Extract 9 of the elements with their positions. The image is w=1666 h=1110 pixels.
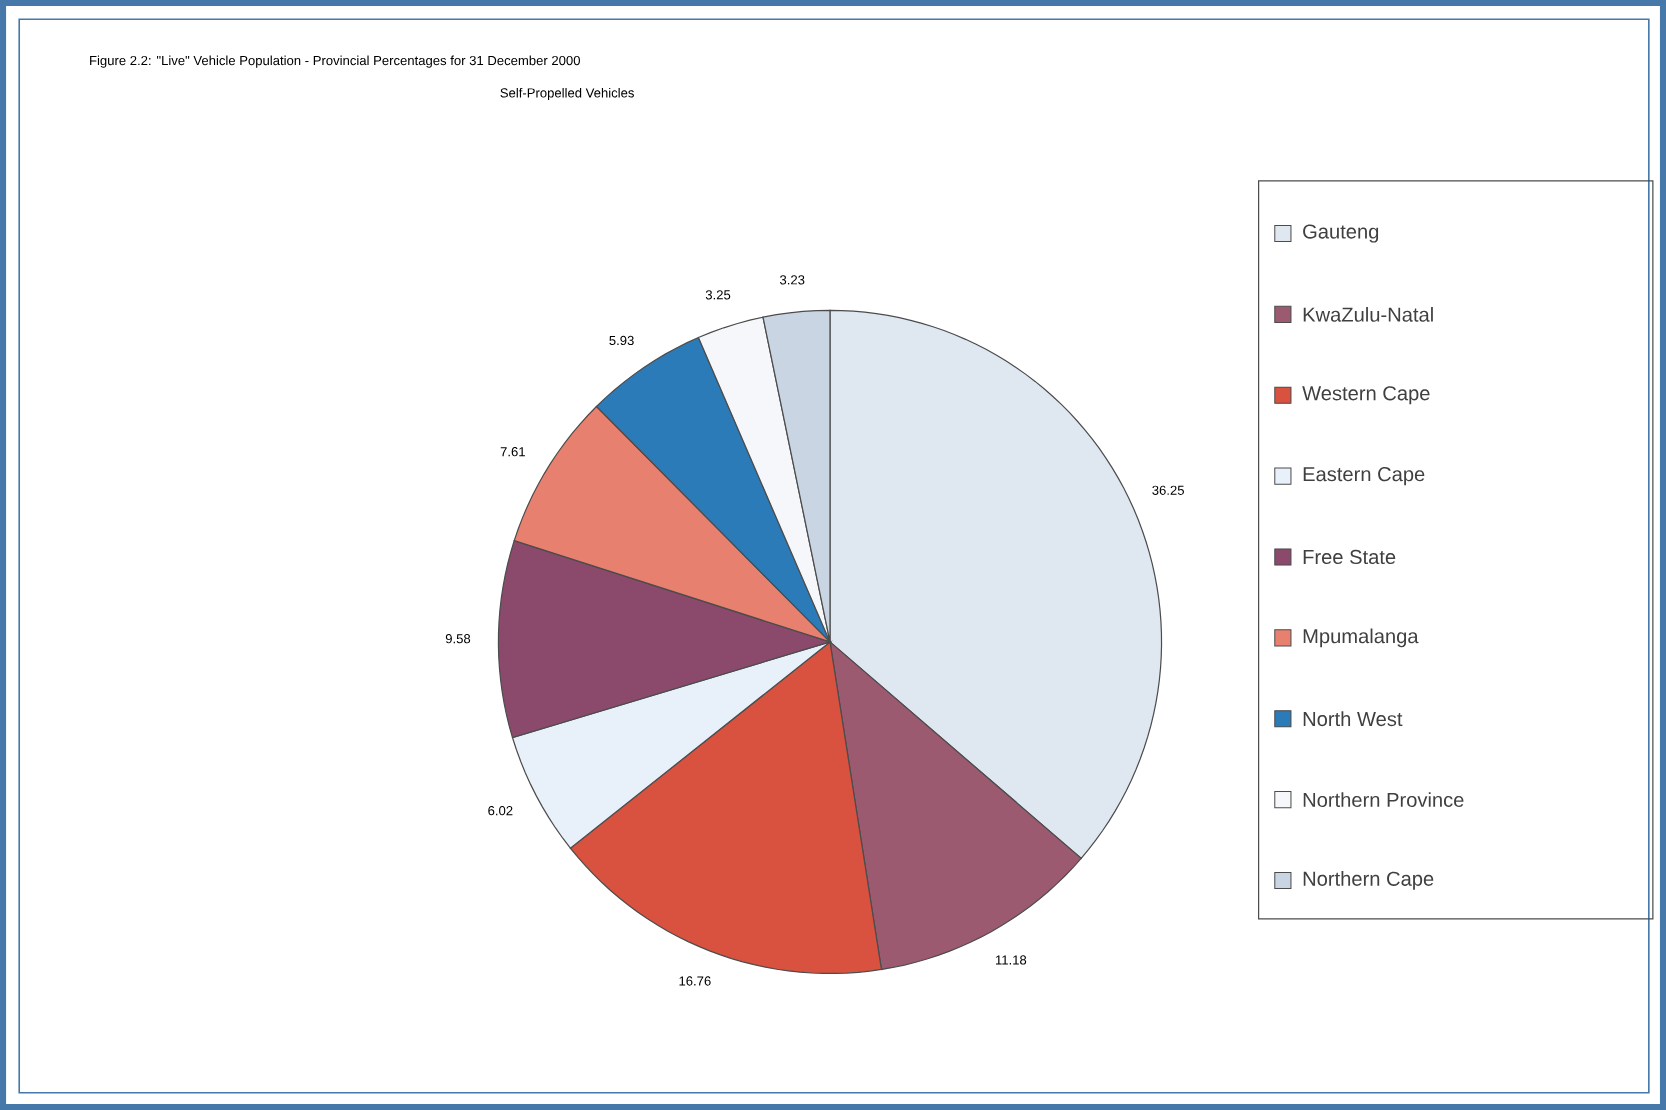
legend-label: North West	[1303, 711, 1403, 727]
legend-label: Free State	[1303, 549, 1396, 565]
legend-label: Mpumalanga	[1303, 628, 1419, 648]
legend-label: Western Cape	[1302, 386, 1430, 405]
legend-label: Northern Cape	[1303, 871, 1434, 890]
legend-label: Gauteng	[1303, 224, 1379, 243]
legend-label: Northern Province	[1303, 792, 1464, 808]
legend-label: Eastern Cape	[1303, 467, 1425, 486]
legend-label: KwaZulu-Natal	[1303, 306, 1433, 322]
